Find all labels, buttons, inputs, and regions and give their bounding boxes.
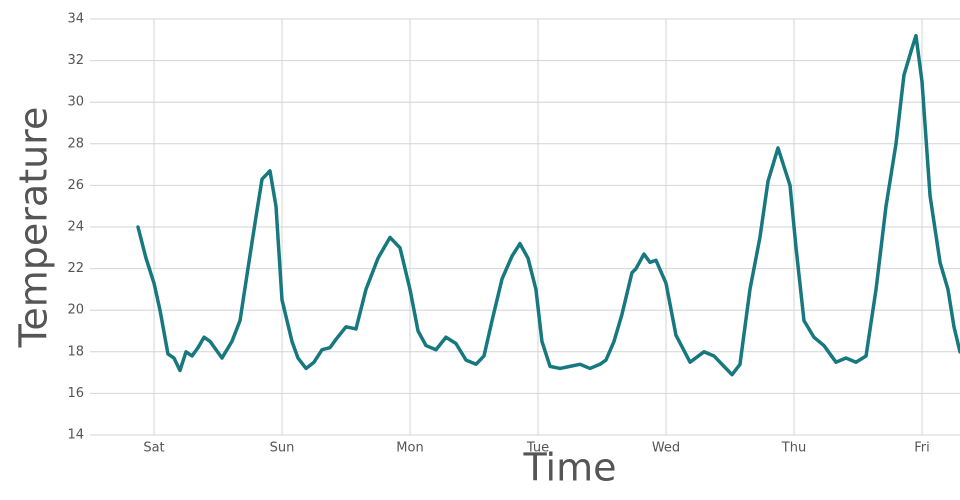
x-tick-label: Wed	[652, 441, 680, 456]
x-tick-label: Sun	[270, 441, 295, 456]
y-tick-label: 20	[67, 303, 84, 318]
x-tick-label: Thu	[781, 441, 806, 456]
y-tick-label: 14	[67, 428, 84, 443]
x-tick-label: Sat	[143, 441, 164, 456]
y-axis-title: Temperature	[12, 107, 56, 349]
y-tick-label: 26	[67, 178, 84, 193]
y-tick-label: 30	[67, 95, 84, 110]
x-tick-label: Fri	[914, 441, 930, 456]
x-axis-title: Time	[523, 446, 617, 490]
x-tick-label: Tue	[526, 441, 549, 456]
y-tick-label: 34	[67, 12, 84, 27]
y-tick-label: 16	[67, 386, 84, 401]
y-tick-label: 22	[67, 261, 84, 276]
y-tick-label: 28	[67, 136, 84, 151]
line-series	[136, 33, 960, 377]
y-tick-label: 32	[67, 53, 84, 68]
x-tick-label: Mon	[396, 441, 423, 456]
y-tick-label: 18	[67, 344, 84, 359]
y-tick-label: 24	[67, 220, 84, 235]
